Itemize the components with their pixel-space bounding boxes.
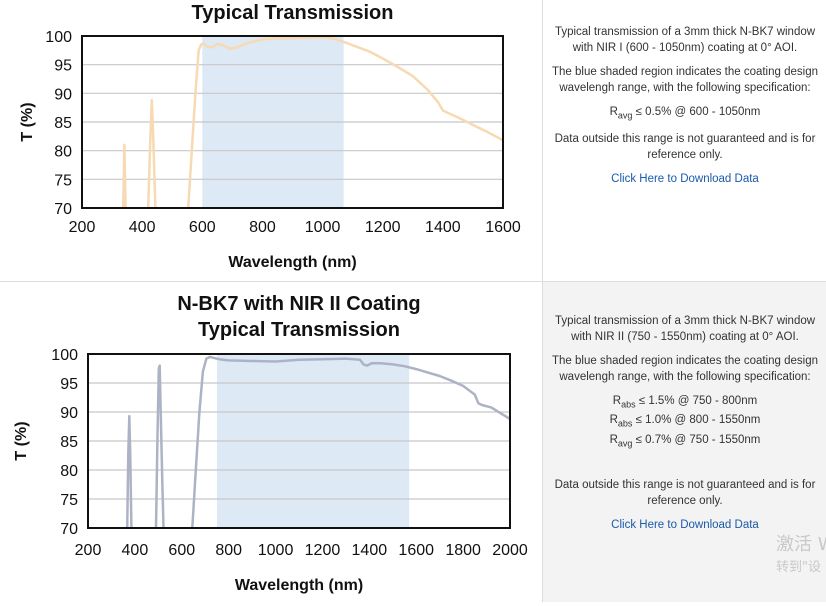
y-axis-label: T (%) [19, 102, 36, 141]
spec-line: Rabs ≤ 1.0% @ 800 - 1550nm [609, 414, 761, 429]
chart-title: N-BK7 with NIR II Coating [177, 293, 420, 315]
download-data-link[interactable]: Click Here to Download Data [611, 173, 759, 186]
chart-panel-1: 70 75 80 85 90 95 100 200 400 600 800 1000 1200 1400 1… [0, 0, 542, 281]
y-tick-label: 85 [60, 434, 78, 451]
transmission-line [191, 355, 510, 528]
y-axis-label: T (%) [13, 421, 30, 460]
chart-row-1: 70 75 80 85 90 95 100 200 400 600 800 1000 1200 1400 1… [0, 0, 826, 281]
chart-panel-2: 70 75 80 85 90 95 100 200 400 600 800 1000 1200 1400 1… [0, 282, 542, 602]
description-text: Typical transmission of a 3mm thick N-BK… [554, 315, 816, 343]
x-tick-label: 1400 [425, 219, 461, 236]
description-text: The blue shaded region indicates the coa… [552, 355, 818, 383]
x-tick-label: 2000 [492, 542, 528, 559]
x-tick-label: 200 [75, 542, 102, 559]
transmission-line [146, 98, 157, 208]
transmission-chart-1: 70 75 80 85 90 95 100 200 400 600 800 1000 1200 1400 1… [19, 2, 521, 271]
x-axis-label: Wavelength (nm) [235, 577, 363, 594]
download-data-link[interactable]: Click Here to Download Data [611, 518, 759, 531]
y-tick-label: 80 [54, 144, 72, 161]
x-tick-label: 1800 [445, 542, 481, 559]
x-tick-label: 1600 [485, 219, 521, 236]
spec-list: Rabs ≤ 1.5% @ 750 - 800nm Rabs ≤ 1.0% @ … [543, 393, 826, 451]
x-tick-label: 1200 [305, 542, 341, 559]
transmission-chart-2: 70 75 80 85 90 95 100 200 400 600 800 1000 1200 1400 1… [13, 293, 528, 594]
x-tick-label: 1000 [258, 542, 294, 559]
description-text: Data outside this range is not guarantee… [554, 478, 816, 507]
transmission-line [125, 414, 133, 528]
x-tick-label: 1200 [365, 219, 401, 236]
plot-frame [87, 353, 511, 529]
x-tick-label: 1000 [305, 219, 341, 236]
y-tick-label: 75 [60, 492, 78, 509]
transmission-line [186, 36, 503, 208]
transmission-line [154, 364, 165, 528]
x-tick-label: 800 [249, 219, 276, 236]
y-tick-label: 100 [45, 29, 72, 46]
description-panel-2: Typical transmission of a 3mm thick N-BK… [542, 282, 826, 602]
watermark-line-2: 转到"设 [776, 560, 821, 575]
y-tick-label: 70 [54, 201, 72, 218]
chart-row-2: 70 75 80 85 90 95 100 200 400 600 800 1000 1200 1400 1… [0, 281, 826, 602]
y-tick-label: 95 [54, 58, 72, 75]
y-tick-label: 80 [60, 463, 78, 480]
y-tick-label: 90 [60, 405, 78, 422]
chart-title: Typical Transmission [192, 2, 394, 24]
y-tick-label: 75 [54, 172, 72, 189]
spec-line: Ravg ≤ 0.5% @ 600 - 1050nm [609, 106, 761, 121]
x-tick-label: 600 [189, 219, 216, 236]
x-tick-label: 600 [168, 542, 195, 559]
transmission-line [121, 143, 127, 208]
description-text: The blue shaded region indicates the coa… [552, 66, 818, 94]
x-axis-label: Wavelength (nm) [228, 254, 356, 271]
x-tick-label: 800 [215, 542, 242, 559]
spec-list: Ravg ≤ 0.5% @ 600 - 1050nm [543, 104, 826, 123]
x-tick-label: 200 [69, 219, 96, 236]
chart-title: Typical Transmission [198, 319, 400, 341]
y-tick-label: 85 [54, 115, 72, 132]
description-panel-1: Typical transmission of a 3mm thick N-BK… [542, 0, 826, 281]
x-tick-label: 1400 [352, 542, 388, 559]
y-tick-label: 90 [54, 86, 72, 103]
description-text: Typical transmission of a 3mm thick N-BK… [554, 26, 816, 54]
spec-line: Rabs ≤ 1.5% @ 750 - 800nm [612, 395, 758, 410]
x-tick-label: 1600 [398, 542, 434, 559]
x-tick-label: 400 [129, 219, 156, 236]
watermark-line-1: 激活 W [776, 534, 826, 555]
spec-line: Ravg ≤ 0.7% @ 750 - 1550nm [609, 433, 761, 448]
description-text: Data outside this range is not guarantee… [554, 133, 816, 162]
y-tick-label: 70 [60, 521, 78, 538]
y-tick-label: 100 [51, 347, 78, 364]
x-tick-label: 400 [122, 542, 149, 559]
plot-frame [81, 35, 504, 209]
y-tick-label: 95 [60, 376, 78, 393]
